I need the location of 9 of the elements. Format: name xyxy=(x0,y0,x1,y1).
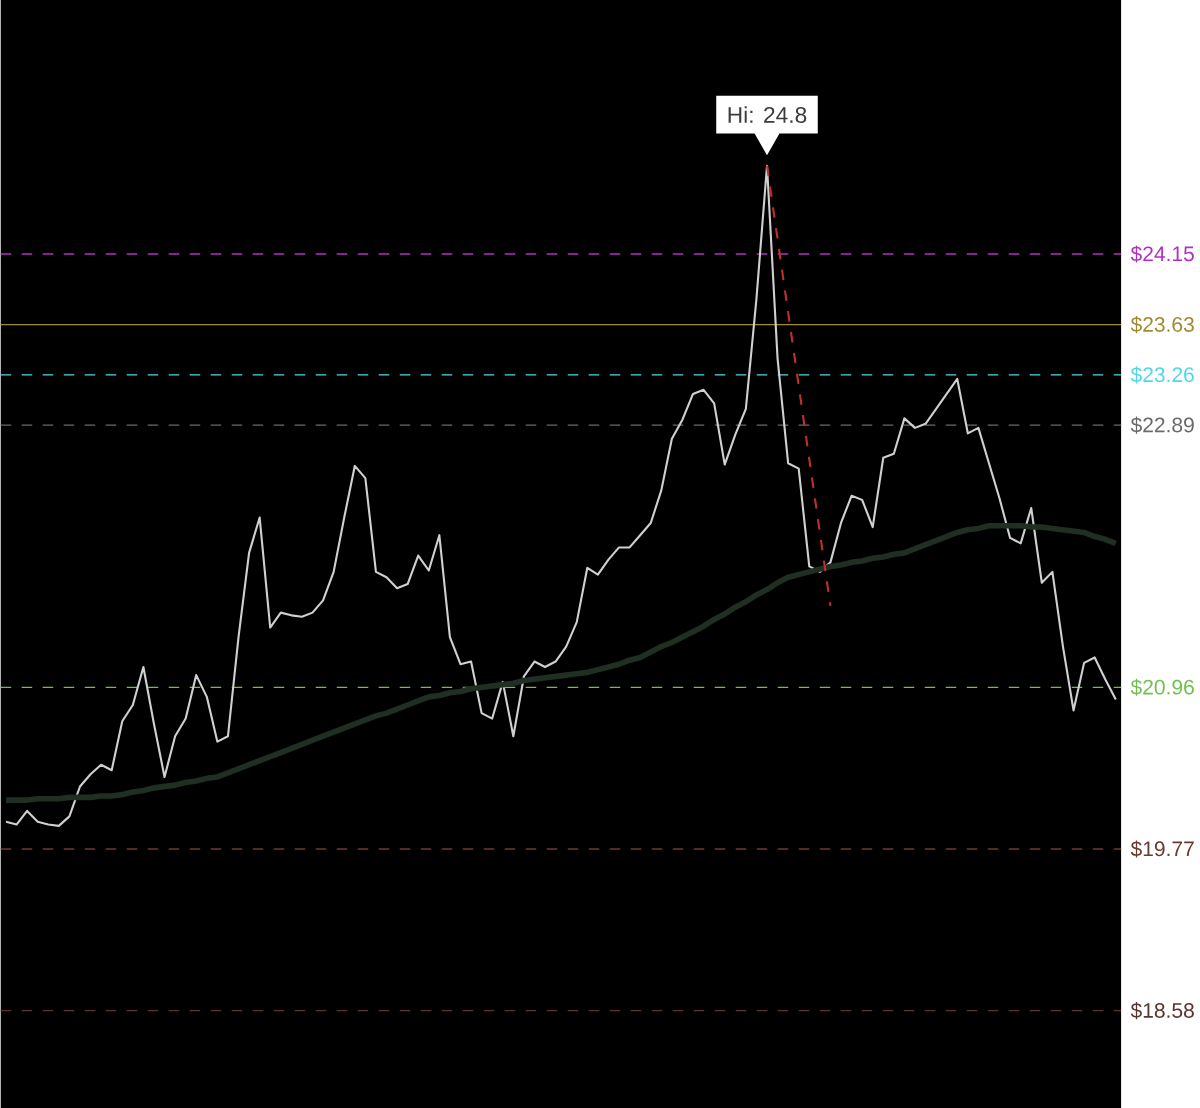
line-series xyxy=(4,164,1117,827)
y-tick-label: $18.58 xyxy=(1130,1001,1194,1019)
y-tick-label: $20.96 xyxy=(1130,678,1194,696)
y-tick-label: $24.15 xyxy=(1130,245,1194,263)
y-tick-label: $23.63 xyxy=(1130,315,1194,333)
y-tick-label: $19.77 xyxy=(1130,840,1194,858)
y-tick-label: $22.89 xyxy=(1130,416,1194,434)
annotation: Hi: 24.8 xyxy=(728,106,807,123)
y-tick-label: $23.26 xyxy=(1130,366,1194,384)
